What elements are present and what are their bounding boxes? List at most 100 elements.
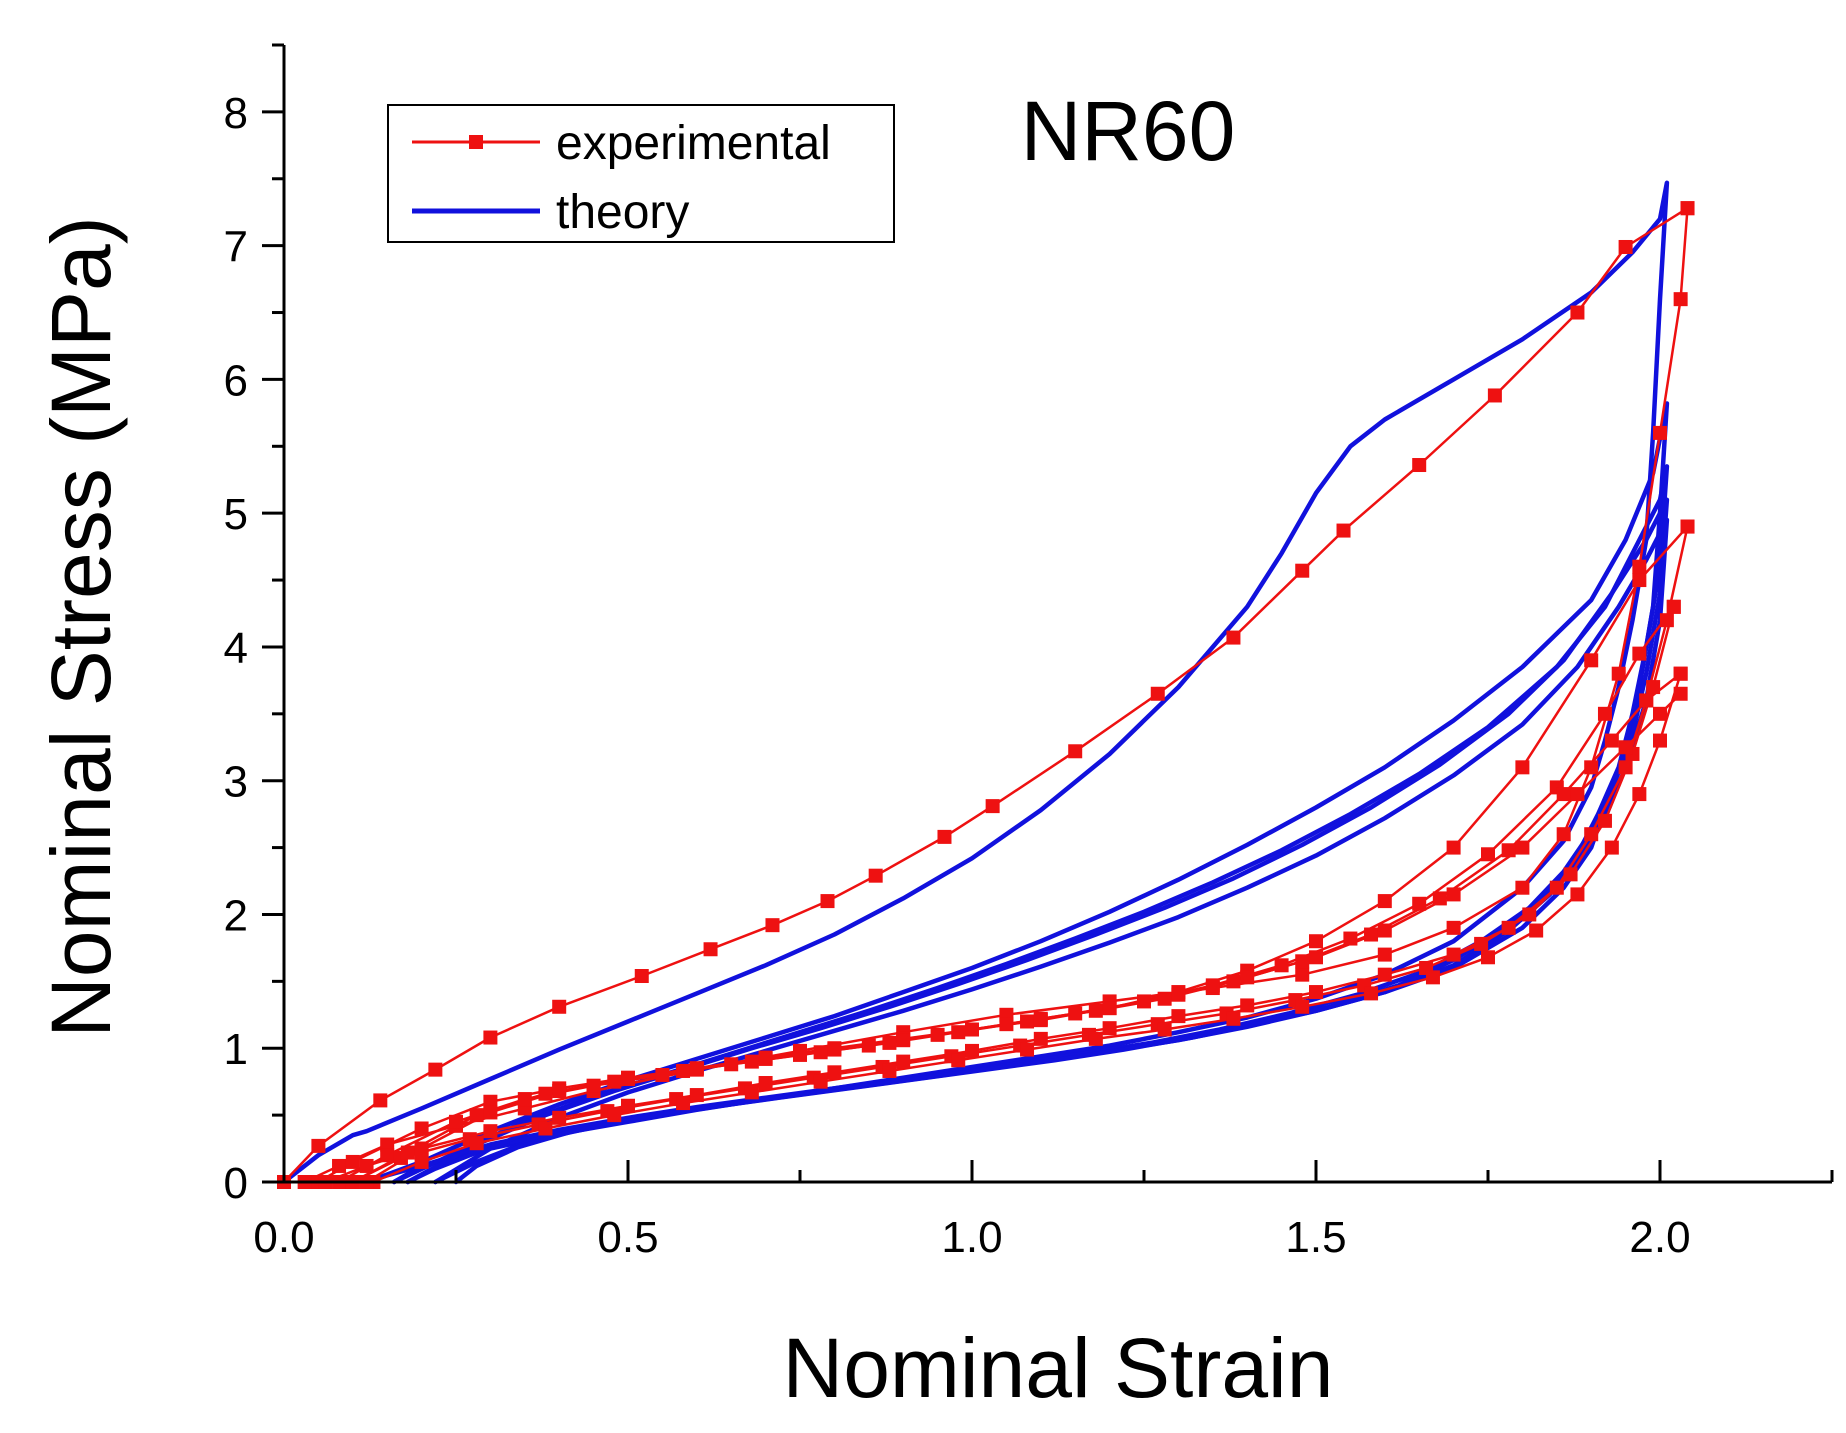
data-point-exp-load-4 (400, 1145, 415, 1160)
data-point-exp-unload-2 (1033, 1031, 1048, 1046)
data-point-exp-unload-1 (1515, 880, 1530, 895)
data-point-exp-unload-2 (827, 1065, 842, 1080)
data-point-exp-load-1 (937, 829, 952, 844)
y-tick-label: 6 (224, 356, 248, 405)
data-point-exp-unload-4 (1295, 999, 1310, 1014)
data-point-exp-load-5 (1171, 987, 1186, 1002)
data-point-exp-load-4 (538, 1086, 553, 1101)
data-point-exp-load-3 (793, 1047, 807, 1062)
data-point-exp-load-1 (1068, 744, 1083, 759)
data-point-exp-unload-4 (1653, 733, 1667, 748)
data-point-exp-load-4 (744, 1054, 759, 1069)
data-point-exp-load-4 (469, 1108, 484, 1123)
legend-experimental-marker (469, 135, 483, 149)
data-point-exp-load-2 (414, 1121, 429, 1136)
data-point-exp-load-5 (483, 1105, 498, 1120)
data-point-exp-unload-1 (1377, 947, 1392, 962)
data-point-exp-unload-4 (1226, 1011, 1241, 1026)
data-point-exp-unload-2 (1618, 760, 1633, 775)
data-point-exp-load-2 (345, 1154, 360, 1169)
data-point-exp-load-3 (1068, 1006, 1083, 1021)
data-point-exp-load-3 (586, 1078, 601, 1093)
data-point-exp-load-4 (1364, 927, 1379, 942)
data-point-exp-load-1 (1487, 388, 1502, 403)
data-point-exp-load-5 (1240, 970, 1255, 985)
data-point-exp-load-1 (820, 894, 835, 909)
x-tick-label: 1.0 (941, 1213, 1002, 1262)
data-point-exp-load-5 (552, 1084, 567, 1099)
y-axis-title: Nominal Stress (MPa) (34, 216, 128, 1038)
data-point-exp-load-5 (1377, 923, 1392, 938)
data-point-exp-unload-2 (1549, 880, 1564, 895)
legend-item-theory: theory (412, 186, 689, 239)
data-point-exp-load-3 (1481, 847, 1495, 862)
data-point-exp-load-3 (1274, 958, 1289, 973)
data-point-exp-unload-4 (1088, 1031, 1103, 1046)
data-point-exp-load-5 (689, 1061, 704, 1076)
data-point-exp-load-4 (1639, 693, 1654, 708)
y-tick-label: 4 (224, 624, 248, 673)
data-point-exp-unload-1 (1584, 760, 1599, 775)
data-point-exp-unload-1 (332, 1158, 347, 1173)
data-point-exp-load-5 (758, 1051, 773, 1066)
data-point-exp-unload-4 (676, 1096, 691, 1111)
data-point-exp-unload-1 (1556, 827, 1571, 842)
data-point-exp-unload-2 (552, 1110, 567, 1125)
data-point-exp-load-4 (1432, 891, 1447, 906)
data-point-exp-unload-3 (1474, 936, 1489, 951)
data-point-exp-unload-4 (538, 1121, 553, 1136)
y-tick-label: 2 (224, 891, 248, 940)
data-point-exp-load-4 (1295, 954, 1310, 969)
data-point-exp-load-3 (861, 1038, 876, 1053)
data-point-exp-load-1 (703, 942, 718, 957)
data-point-exp-unload-4 (1570, 887, 1585, 902)
data-point-exp-unload-4 (1673, 666, 1688, 681)
data-point-exp-load-5 (1446, 887, 1461, 902)
data-point-exp-load-5 (896, 1033, 911, 1048)
data-point-exp-load-5 (965, 1022, 979, 1037)
data-point-exp-unload-1 (1295, 967, 1310, 982)
data-point-exp-load-1 (1570, 305, 1585, 320)
data-point-exp-load-1 (483, 1030, 498, 1045)
data-point-exp-unload-2 (758, 1076, 773, 1091)
data-point-exp-load-4 (607, 1074, 622, 1089)
data-point-exp-load-4 (1604, 733, 1619, 748)
data-point-exp-load-5 (1653, 706, 1667, 721)
data-point-exp-load-4 (951, 1025, 966, 1040)
y-tick-label: 5 (224, 490, 248, 539)
data-point-exp-unload-2 (896, 1054, 911, 1069)
y-tick-label: 8 (224, 89, 248, 138)
data-point-exp-unload-2 (1446, 947, 1461, 962)
y-ticks: 0 1 2 3 4 5 6 7 8 (224, 43, 284, 1208)
data-point-exp-load-4 (1088, 1003, 1103, 1018)
data-point-exp-load-3 (999, 1017, 1014, 1032)
data-point-exp-load-2 (1377, 894, 1392, 909)
x-tick-label: 0.5 (597, 1213, 658, 1262)
data-point-exp-load-3 (724, 1057, 739, 1072)
data-point-exp-load-1 (552, 999, 567, 1014)
data-point-exp-unload-1 (1446, 920, 1461, 935)
data-point-exp-unload-4 (1529, 923, 1544, 938)
data-point-exp-load-5 (1618, 740, 1633, 755)
data-point-exp-unload-4 (414, 1154, 429, 1169)
data-point-exp-load-2 (1446, 840, 1461, 855)
x-axis-title: Nominal Strain (783, 1321, 1334, 1415)
data-point-exp-unload-3 (1522, 907, 1537, 922)
data-point-exp-unload-4 (1481, 950, 1495, 965)
data-point-exp-load-1 (634, 969, 649, 984)
series-line-exp-unload-3 (351, 605, 1676, 1184)
chart-title: NR60 (1021, 84, 1236, 178)
data-point-exp-unload-3 (1563, 867, 1578, 882)
x-tick-label: 0.0 (253, 1213, 314, 1262)
data-point-exp-load-4 (1226, 974, 1241, 989)
data-point-exp-unload-4 (744, 1085, 759, 1100)
data-point-exp-load-1 (1618, 239, 1633, 254)
legend-item-experimental: experimental (412, 117, 831, 170)
data-point-exp-unload-4 (951, 1053, 966, 1068)
data-point-exp-load-1 (1295, 563, 1310, 578)
data-point-exp-unload-1 (1680, 201, 1695, 216)
data-point-exp-load-5 (621, 1072, 635, 1087)
data-point-exp-load-5 (1033, 1011, 1048, 1026)
data-point-exp-load-3 (1205, 978, 1220, 993)
